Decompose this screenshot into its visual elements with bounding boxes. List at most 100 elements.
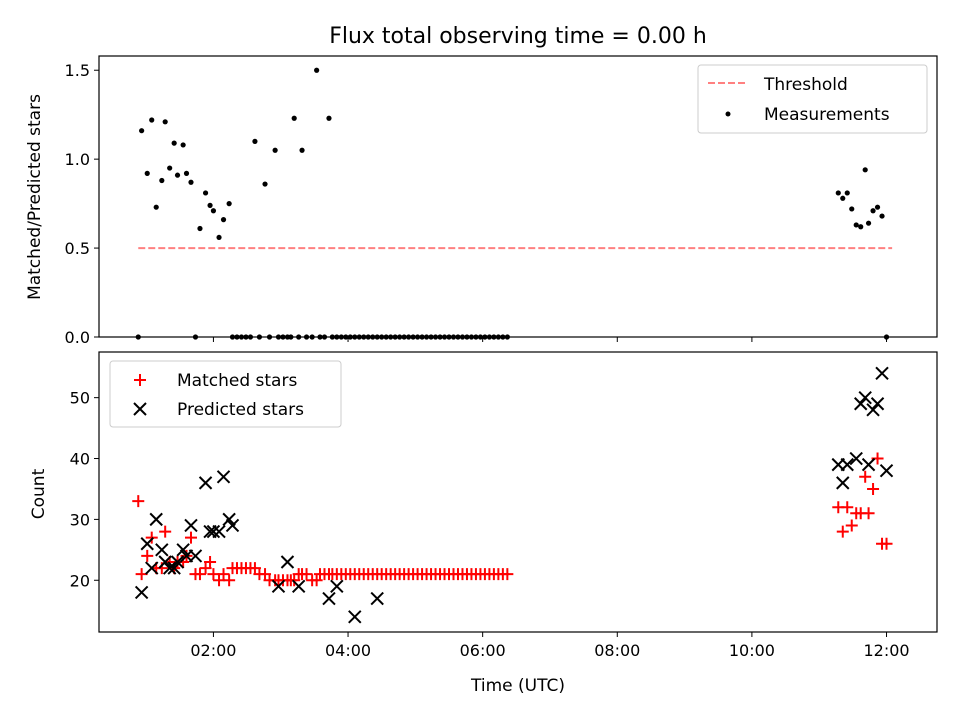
bottom-y-tick-label: 50 xyxy=(70,389,90,408)
predicted-stars-point xyxy=(280,555,295,569)
matched-stars-legend-label: Matched stars xyxy=(177,371,297,391)
measurements-legend-swatch xyxy=(725,111,731,117)
measurement-point xyxy=(229,334,236,340)
bottom-y-tick-label: 40 xyxy=(70,450,90,469)
measurement-point xyxy=(450,334,457,340)
predicted-stars-point xyxy=(167,561,181,575)
predicted-stars-legend-swatch xyxy=(133,402,147,416)
predicted-stars-point xyxy=(271,579,286,594)
measurement-point xyxy=(347,334,353,340)
predicted-stars-legend-label: Predicted stars xyxy=(177,400,304,420)
bottom-plot-area: 20 30 40 50 02:00 04:00 06:00 08:00 10:00 12:00 xyxy=(70,351,938,660)
matched-stars-point xyxy=(135,568,148,581)
measurement-point xyxy=(370,334,376,340)
predicted-stars-point xyxy=(149,512,163,527)
measurement-point xyxy=(309,334,315,340)
measurement-point xyxy=(314,67,320,73)
measurement-point xyxy=(883,334,890,340)
predicted-stars-point xyxy=(188,549,203,563)
measurement-point xyxy=(192,334,199,340)
matched-stars-point xyxy=(193,568,206,581)
predicted-stars-point xyxy=(222,512,236,527)
x-tick-label: 02:00 xyxy=(190,641,236,660)
measurement-point xyxy=(432,334,439,340)
matched-stars-point xyxy=(207,568,220,581)
measurement-point xyxy=(879,213,885,219)
measurement-point xyxy=(441,334,448,340)
measurement-point xyxy=(865,220,872,226)
predicted-stars-point xyxy=(854,397,868,411)
predicted-stars-point xyxy=(840,457,854,472)
matched-stars-point xyxy=(159,525,172,538)
measurement-point xyxy=(303,334,310,340)
measurement-point xyxy=(202,190,209,196)
measurement-point xyxy=(338,334,344,340)
matched-stars-point xyxy=(145,531,158,544)
predicted-stars-point xyxy=(162,561,177,575)
matched-stars-point xyxy=(845,519,858,532)
measurement-point xyxy=(365,334,371,340)
measurement-point xyxy=(504,334,510,340)
matched-stars-point xyxy=(259,568,272,581)
bottom-axes-frame xyxy=(98,351,938,633)
measurement-point xyxy=(853,222,859,228)
predicted-stars-point xyxy=(849,451,863,466)
measurement-point xyxy=(220,217,227,223)
top-legend-frame xyxy=(697,64,928,134)
matched-stars-point xyxy=(288,574,301,587)
measurement-point xyxy=(352,334,358,340)
measurement-point xyxy=(262,181,268,187)
bottom-y-axis-label: Count xyxy=(29,468,49,519)
matched-stars-legend-swatch xyxy=(134,374,146,386)
measurement-point xyxy=(379,334,385,340)
predicted-stars-point xyxy=(155,543,169,557)
threshold-legend-label: Threshold xyxy=(763,75,848,95)
measurement-point xyxy=(500,334,506,340)
measurement-point xyxy=(414,334,421,340)
measurement-point xyxy=(234,334,240,340)
measurement-point xyxy=(256,334,263,340)
x-tick-label: 04:00 xyxy=(325,641,371,660)
matched-stars-point xyxy=(300,568,313,581)
measurement-point xyxy=(153,204,159,210)
predicted-stars-point xyxy=(158,555,172,569)
measurement-point xyxy=(473,334,479,340)
measurement-point xyxy=(844,190,850,196)
matched-stars-point xyxy=(217,568,230,581)
x-tick-label: 12:00 xyxy=(863,641,909,660)
measurement-point xyxy=(840,195,846,201)
measurement-point xyxy=(247,334,254,340)
measurement-point xyxy=(468,334,475,340)
measurement-point xyxy=(183,170,190,176)
measurement-point xyxy=(419,334,425,340)
measurement-point xyxy=(423,334,430,340)
measurement-point xyxy=(167,165,173,171)
x-tick-label: 10:00 xyxy=(729,641,775,660)
measurement-point xyxy=(392,334,398,340)
matched-stars-point xyxy=(859,470,872,483)
measurement-point xyxy=(162,119,168,125)
measurement-point xyxy=(374,334,380,340)
bottom-y-tick-label: 30 xyxy=(70,510,90,529)
measurement-point xyxy=(149,117,155,123)
predicted-stars-point xyxy=(858,390,872,405)
matched-stars-point xyxy=(501,568,514,581)
measurement-point xyxy=(870,208,876,214)
measurement-point xyxy=(326,115,332,121)
measurement-point xyxy=(226,201,232,207)
matched-stars-point xyxy=(184,531,197,544)
measurement-point xyxy=(197,225,203,232)
measurement-point xyxy=(459,334,466,340)
top-axes-frame xyxy=(98,55,938,338)
measurement-point xyxy=(275,334,282,340)
measurement-point xyxy=(216,234,222,241)
predicted-stars-point xyxy=(370,591,384,606)
matched-stars-point xyxy=(204,556,217,568)
top-y-tick-label: 0.0 xyxy=(65,328,90,347)
bottom-legend: Matched stars Predicted stars xyxy=(109,360,342,428)
predicted-stars-point xyxy=(170,555,185,569)
measurement-point xyxy=(144,170,150,176)
measurement-point xyxy=(388,334,394,340)
measurement-point xyxy=(491,334,497,340)
